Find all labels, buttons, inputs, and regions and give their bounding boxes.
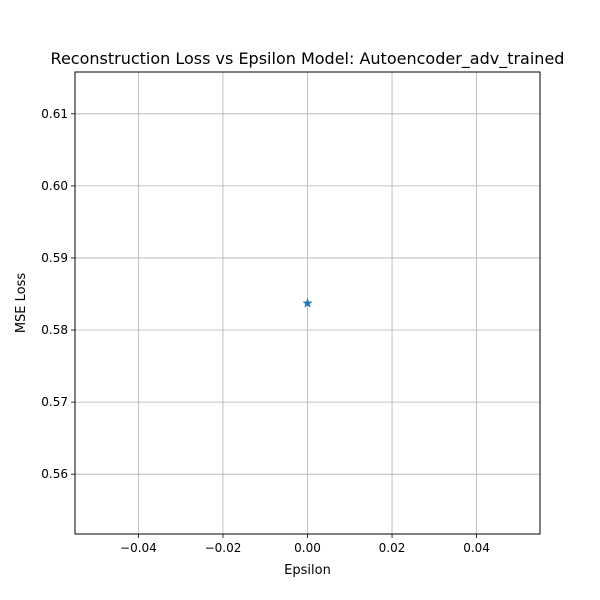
y-tick-label: 0.60 [41,179,68,193]
ticks: −0.04 −0.02 0.00 0.02 0.04 0.56 0.57 0.58 0.59 0.… [41,107,490,555]
y-tick-label: 0.59 [41,251,68,265]
x-axis-label: Epsilon [284,563,331,578]
x-tick-label: 0.00 [294,541,321,555]
y-axis-label: MSE Loss [14,273,29,334]
y-tick-label: 0.58 [41,323,68,337]
x-tick-label: 0.04 [463,541,490,555]
x-tick-label: −0.04 [120,541,157,555]
x-tick-label: −0.02 [205,541,242,555]
grid [75,72,540,534]
data-marks [302,298,313,308]
chart-title: Reconstruction Loss vs Epsilon Model: Au… [51,49,565,69]
y-tick-label: 0.61 [41,107,68,121]
data-point [302,298,313,308]
plot-frame [74,71,541,535]
y-tick-label: 0.56 [41,467,68,481]
x-tick-label: 0.02 [379,541,406,555]
y-tick-label: 0.57 [41,395,68,409]
